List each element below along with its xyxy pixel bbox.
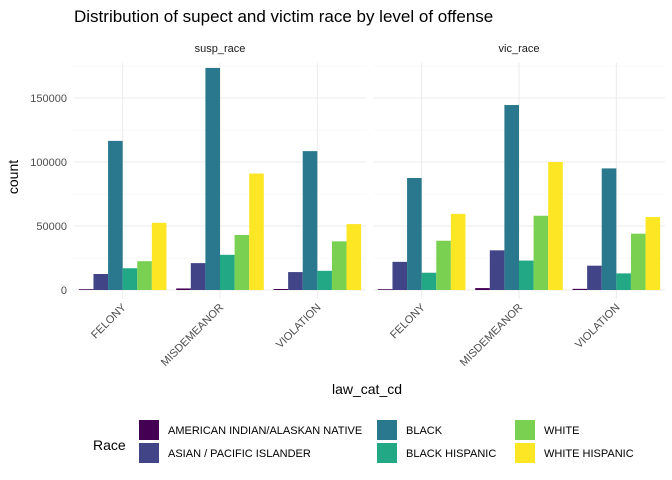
bar-violation-1 — [273, 288, 289, 290]
bar-misdemeanor-2 — [489, 250, 505, 290]
bar-felony-5 — [436, 240, 451, 290]
bar-misdemeanor-4 — [519, 260, 534, 290]
facet-panels: 0 50000 100000 150000 susp_race FELONY MISDEME… — [30, 43, 665, 369]
bar-felony-5 — [137, 261, 152, 290]
bar-misdemeanor-6 — [249, 173, 264, 290]
bar-misdemeanor-6 — [548, 162, 563, 290]
bar-misdemeanor-5 — [234, 234, 250, 290]
facet-strip-label: susp_race — [195, 43, 246, 55]
facet-strip-label: vic_race — [499, 43, 540, 55]
bar-violation-5 — [630, 233, 646, 290]
bar-misdemeanor-3 — [504, 105, 519, 290]
x-axis-title: law_cat_cd — [332, 381, 402, 397]
bar-misdemeanor-4 — [220, 254, 235, 290]
x-tick-label: MISDEMEANOR — [458, 302, 525, 369]
legend-label: ASIAN / PACIFIC ISLANDER — [168, 448, 311, 460]
legend-swatch — [515, 443, 535, 463]
bar-felony-1 — [377, 289, 393, 290]
bar-violation-2 — [587, 265, 602, 290]
bar-violation-6 — [645, 217, 661, 290]
legend-item: WHITE — [515, 420, 579, 440]
bar-violation-5 — [331, 241, 347, 290]
legend-swatch — [139, 420, 159, 440]
legend-item: BLACK — [377, 420, 443, 440]
bar-violation-4 — [317, 270, 332, 290]
x-tick-label: VIOLATION — [573, 302, 622, 351]
x-tick-label: FELONY — [89, 301, 129, 341]
bar-felony-1 — [78, 289, 94, 290]
bar-violation-1 — [572, 288, 588, 290]
bar-felony-2 — [392, 261, 408, 290]
x-tick-label: MISDEMEANOR — [159, 302, 226, 369]
bar-violation-3 — [302, 151, 318, 290]
bar-violation-4 — [616, 273, 631, 290]
bar-felony-2 — [93, 274, 109, 290]
legend-label: AMERICAN INDIAN/ALASKAN NATIVE — [168, 425, 362, 437]
bar-misdemeanor-3 — [205, 67, 220, 290]
facet-panel-susp_race: susp_race FELONY MISDEMEANOR VIOLATION — [74, 43, 366, 369]
bar-violation-3 — [601, 168, 617, 290]
bar-violation-6 — [346, 224, 362, 290]
legend-item: BLACK HISPANIC — [377, 443, 496, 463]
x-tick-label: FELONY — [388, 301, 428, 341]
legend-swatch — [139, 443, 159, 463]
facet-panel-vic_race: vic_race FELONY MISDEMEANOR VIOLATION — [373, 43, 665, 369]
bar-misdemeanor-1 — [475, 288, 490, 290]
bar-felony-4 — [421, 272, 437, 290]
legend-item: AMERICAN INDIAN/ALASKAN NATIVE — [139, 420, 362, 440]
bar-felony-3 — [407, 178, 422, 290]
bar-misdemeanor-1 — [176, 288, 191, 290]
legend-item: ASIAN / PACIFIC ISLANDER — [139, 443, 311, 463]
y-tick-label: 100000 — [30, 157, 67, 169]
legend-item: WHITE HISPANIC — [515, 443, 634, 463]
legend-swatch — [515, 420, 535, 440]
bar-felony-4 — [122, 268, 138, 290]
bar-misdemeanor-5 — [533, 215, 549, 290]
legend: Race AMERICAN INDIAN/ALASKAN NATIVE ASIAN… — [93, 420, 634, 463]
legend-title: Race — [93, 437, 126, 453]
bar-felony-6 — [450, 213, 466, 290]
legend-label: WHITE HISPANIC — [544, 448, 634, 460]
legend-swatch — [377, 443, 397, 463]
bar-violation-2 — [288, 272, 303, 290]
bar-felony-6 — [151, 222, 167, 290]
bar-misdemeanor-2 — [190, 263, 206, 290]
legend-label: BLACK HISPANIC — [406, 448, 496, 460]
y-tick-label: 150000 — [30, 93, 67, 105]
bar-felony-3 — [108, 140, 123, 290]
y-tick-label: 0 — [61, 285, 67, 297]
legend-swatch — [377, 420, 397, 440]
legend-label: WHITE — [544, 425, 579, 437]
chart-title: Distribution of supect and victim race b… — [74, 7, 493, 26]
legend-label: BLACK — [406, 425, 443, 437]
x-tick-label: VIOLATION — [274, 302, 323, 351]
y-axis-title: count — [5, 160, 21, 194]
y-tick-label: 50000 — [36, 221, 67, 233]
